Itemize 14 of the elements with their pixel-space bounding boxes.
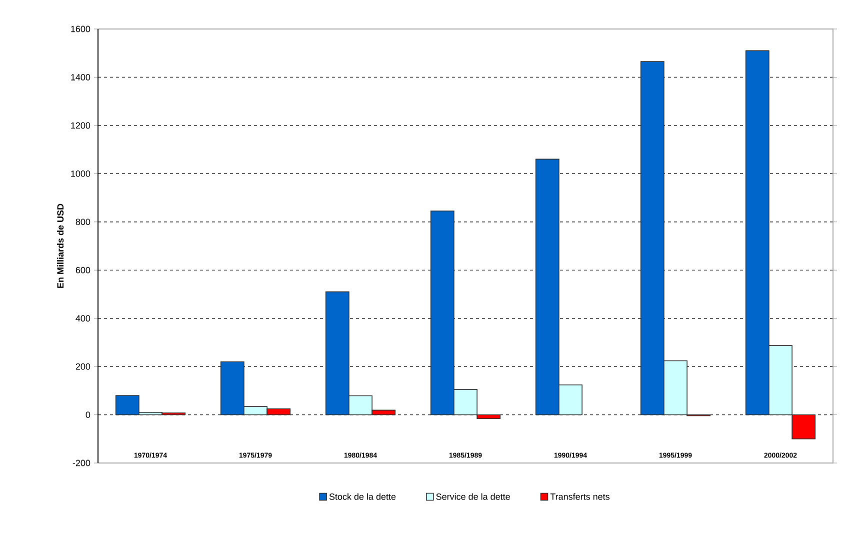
y-tick-label: -200 <box>72 460 90 466</box>
y-tick-label: 1000 <box>71 170 90 177</box>
y-tick-label: 400 <box>76 315 90 322</box>
y-tick-label: 0 <box>86 412 90 418</box>
y-tick-label: 600 <box>76 266 90 274</box>
y-axis-title: En Milliards de USD <box>56 204 64 288</box>
y-tick-label: 800 <box>76 218 90 226</box>
legend-label: Service de la dette <box>436 493 510 500</box>
y-tick-label: 200 <box>76 363 90 370</box>
y-tick-label: 1600 <box>71 26 90 32</box>
legend-label: Transferts nets <box>550 493 610 500</box>
y-tick-label: 1400 <box>71 74 90 80</box>
y-tick-label: 1200 <box>71 122 90 129</box>
legend-label: Stock de la dette <box>329 493 396 500</box>
